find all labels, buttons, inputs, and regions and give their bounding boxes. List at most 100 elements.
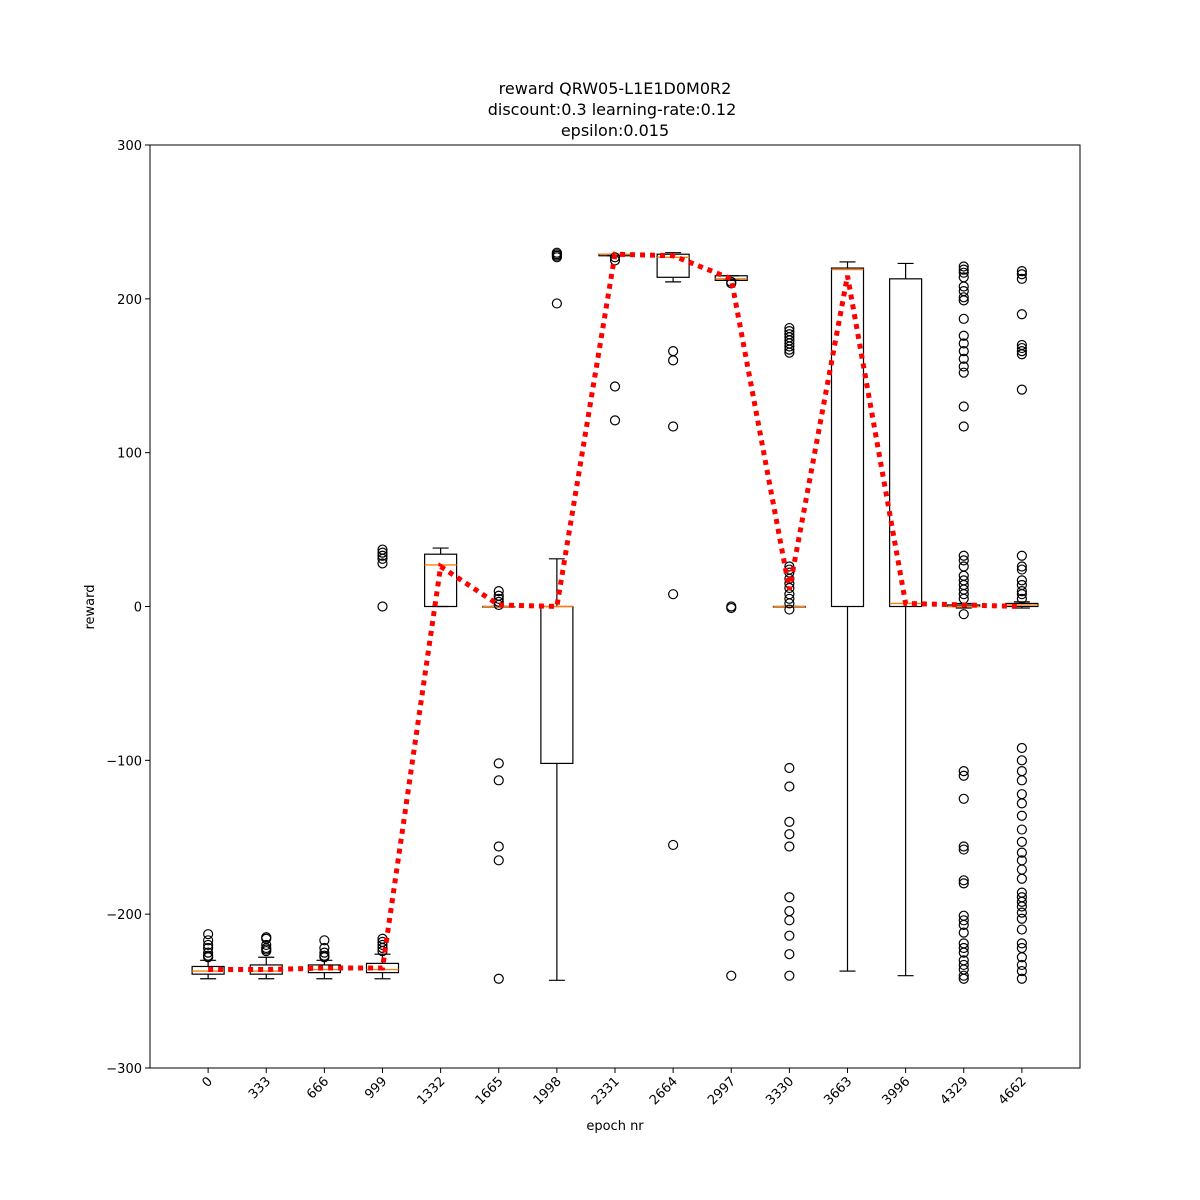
flier-point	[493, 586, 504, 597]
flier-point	[958, 313, 969, 324]
flier-point	[1016, 564, 1027, 575]
flier-point	[784, 762, 795, 774]
flier-point	[784, 344, 795, 355]
x-tick-label: 1998	[531, 1074, 565, 1108]
flier-point	[1016, 550, 1027, 561]
flier-point	[493, 973, 504, 984]
flier-point	[1016, 864, 1027, 875]
flier-point	[1016, 907, 1027, 918]
flier-point	[1016, 266, 1027, 277]
flier-point	[493, 855, 504, 866]
flier-point	[958, 919, 969, 931]
flier-point	[958, 264, 969, 275]
flier-point	[958, 281, 969, 292]
flier-point	[377, 558, 388, 569]
flier-point	[958, 970, 969, 981]
flier-point	[784, 347, 795, 358]
flier-point	[551, 298, 562, 309]
x-axis-label: epoch nr	[586, 1119, 644, 1134]
flier-point	[1016, 346, 1027, 357]
y-tick-label: 0	[134, 601, 142, 616]
flier-point	[1016, 309, 1027, 320]
flier-point	[1016, 593, 1027, 604]
flier-point	[203, 939, 214, 951]
flier-point	[493, 841, 504, 852]
flier-point	[668, 421, 679, 432]
box-group	[830, 261, 865, 972]
flier-point	[1016, 798, 1027, 809]
box-iqr	[540, 605, 574, 765]
box-group	[540, 247, 574, 981]
flier-point	[958, 766, 969, 777]
flier-point	[1016, 924, 1027, 935]
box-group	[191, 929, 225, 980]
flier-point	[958, 927, 969, 938]
flier-point	[203, 935, 214, 946]
flier-point	[784, 915, 795, 926]
flier-point	[668, 346, 679, 357]
flier-point	[784, 905, 795, 917]
flier-point	[1016, 901, 1027, 912]
flier-point	[784, 970, 795, 981]
flier-point	[203, 929, 214, 940]
flier-point	[958, 878, 969, 889]
flier-point	[784, 593, 795, 604]
flier-point	[203, 947, 214, 958]
flier-point	[958, 267, 969, 278]
flier-point	[1016, 913, 1027, 924]
flier-point	[726, 970, 737, 981]
flier-point	[1016, 775, 1027, 786]
flier-point	[319, 947, 330, 958]
flier-point	[609, 381, 621, 392]
box-group	[889, 262, 923, 977]
x-tick-label: 999	[362, 1074, 390, 1102]
y-tick-label: −100	[106, 754, 142, 769]
y-tick-label: 200	[117, 293, 142, 308]
box-group	[947, 261, 981, 984]
flier-point	[726, 602, 737, 614]
flier-point	[668, 355, 679, 366]
flier-point	[1016, 873, 1027, 884]
x-tick-label: 333	[246, 1074, 274, 1102]
box-group	[365, 544, 400, 980]
flier-point	[958, 942, 969, 954]
y-tick-label: −200	[106, 908, 142, 923]
y-axis-label: reward	[83, 584, 98, 629]
x-tick-label: 2331	[589, 1074, 623, 1108]
flier-point	[493, 758, 504, 769]
x-tick-label: 4329	[938, 1074, 972, 1108]
y-tick-label: −300	[106, 1062, 142, 1077]
x-tick-label: 1332	[414, 1074, 448, 1108]
flier-point	[784, 816, 795, 827]
flier-point	[784, 829, 795, 840]
x-tick-label: 666	[304, 1074, 332, 1102]
flier-point	[261, 939, 272, 951]
flier-point	[377, 550, 388, 561]
chart-title: reward QRW05-L1E1D0M0R2 discount:0.3 lea…	[488, 79, 737, 140]
flier-point	[958, 561, 969, 572]
x-tick-label: 4662	[996, 1074, 1030, 1108]
flier-point	[958, 844, 969, 855]
flier-point	[784, 561, 795, 572]
flier-point	[1016, 847, 1027, 858]
flier-point	[958, 361, 969, 372]
flier-point	[784, 892, 795, 903]
box-group	[1005, 266, 1039, 984]
flier-point	[958, 261, 969, 272]
flier-point	[377, 939, 388, 951]
flier-point	[1016, 273, 1027, 284]
box-group	[249, 932, 283, 980]
flier-point	[958, 589, 969, 600]
flier-point	[1016, 561, 1027, 572]
box-group	[598, 252, 632, 426]
chart-title-line-1: reward QRW05-L1E1D0M0R2	[499, 79, 732, 98]
flier-point	[784, 949, 795, 960]
x-tick-label: 0	[199, 1074, 215, 1090]
flier-point	[784, 598, 795, 609]
flier-point	[958, 609, 969, 620]
flier-point	[784, 841, 795, 852]
x-tick-label: 3330	[763, 1074, 797, 1108]
flier-point	[958, 401, 969, 412]
flier-point	[784, 604, 795, 615]
